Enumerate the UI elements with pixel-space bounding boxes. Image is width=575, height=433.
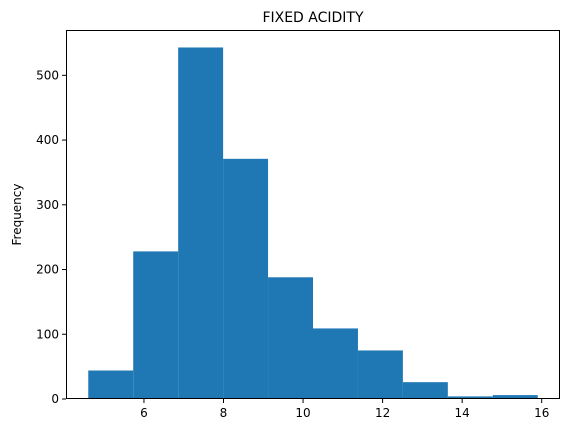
- x-tick-label: 16: [534, 406, 549, 420]
- histogram-bar: [133, 251, 179, 399]
- y-tick-label: 500: [36, 68, 59, 82]
- y-tick-label: 100: [36, 327, 59, 341]
- y-tick-label: 300: [36, 198, 59, 212]
- x-axis-ticks: 6 8 10 12 14 16: [140, 399, 549, 420]
- histogram-bar: [313, 328, 358, 399]
- y-tick-label: 0: [51, 392, 59, 406]
- histogram-bar: [492, 395, 538, 399]
- x-tick-label: 6: [140, 406, 148, 420]
- y-tick-label: 400: [36, 133, 59, 147]
- y-axis-label: Frequency: [10, 184, 24, 246]
- x-tick-label: 14: [455, 406, 470, 420]
- histogram-bar: [357, 350, 403, 399]
- histogram-bar: [178, 47, 224, 400]
- chart-title: FIXED ACIDITY: [262, 10, 364, 26]
- histogram-bar: [223, 158, 269, 399]
- histogram-bar: [268, 277, 313, 399]
- y-axis-ticks: 0 100 200 300 400 500: [36, 68, 66, 406]
- x-tick-label: 8: [220, 406, 228, 420]
- x-tick-label: 12: [375, 406, 390, 420]
- bars-group: [88, 47, 538, 400]
- histogram-bar: [447, 396, 493, 399]
- y-tick-label: 200: [36, 263, 59, 277]
- x-tick-label: 10: [295, 406, 310, 420]
- plot-frame: [66, 30, 560, 399]
- histogram-bar: [402, 382, 448, 399]
- histogram-bar: [88, 370, 134, 399]
